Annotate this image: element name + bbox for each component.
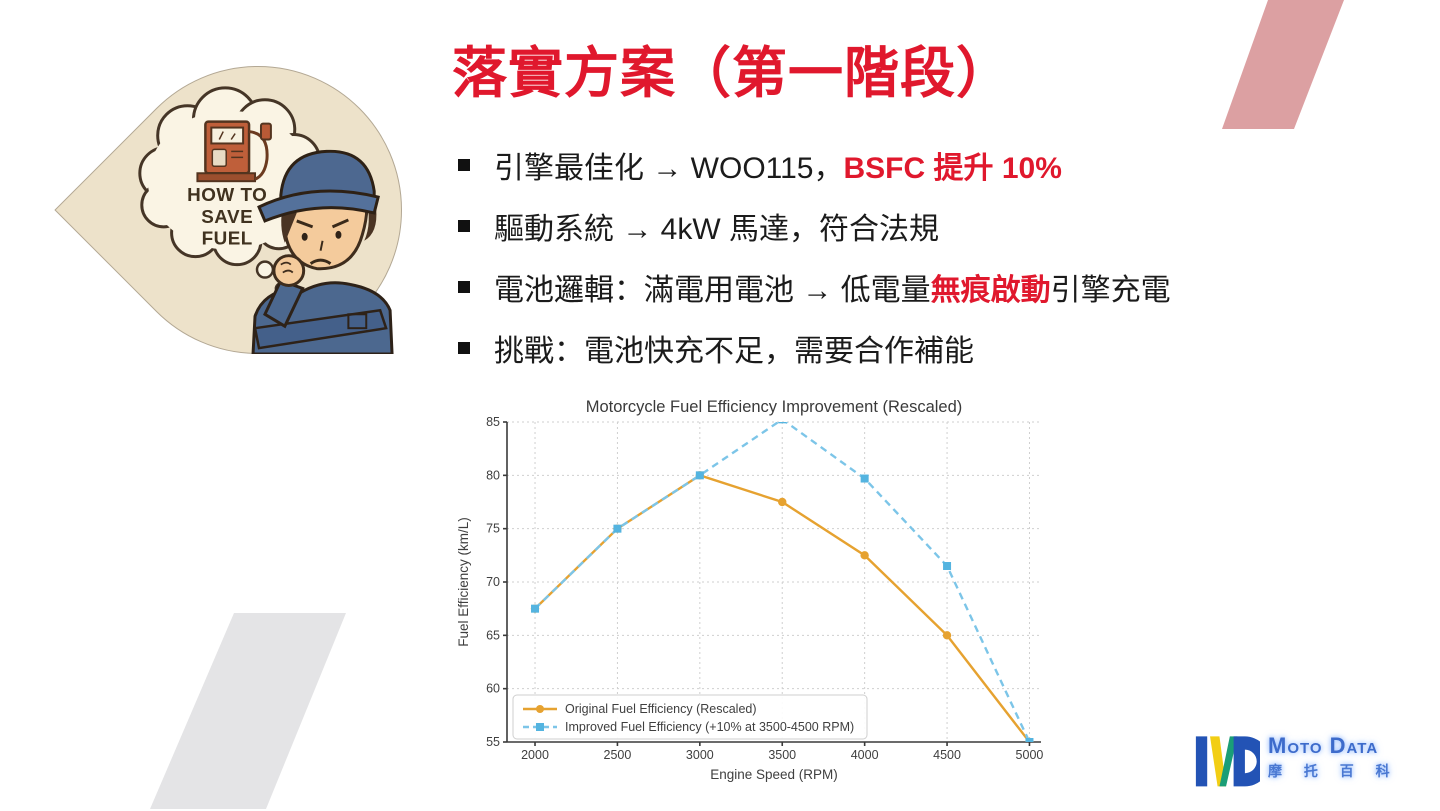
brand-logo: Moto Data 摩 托 百 科 [1194, 731, 1399, 789]
series-marker [613, 524, 622, 533]
slide-title: 落實方案（第一階段） [452, 42, 1013, 104]
bullet-text: 電池邏輯：滿電用電池 → 低電量無痕啟動引擎充電 [494, 274, 1171, 307]
bullet-text: 引擎最佳化 → WOO115，BSFC 提升 10% [494, 152, 1062, 185]
x-tick-label: 3000 [686, 748, 714, 762]
bullet-square-icon [458, 159, 470, 171]
series-marker [695, 471, 704, 480]
mechanic-art: HOW TO SAVE FUEL [138, 86, 394, 354]
x-tick-label: 4500 [933, 748, 961, 762]
bullet-item: 引擎最佳化 → WOO115，BSFC 提升 10% [452, 143, 1212, 187]
bullet-list: 引擎最佳化 → WOO115，BSFC 提升 10% 驅動系統 → 4kW 馬達，… [452, 143, 1212, 387]
x-tick-label: 2000 [521, 748, 549, 762]
bullet-text: 挑戰：電池快充不足，需要合作補能 [494, 335, 974, 368]
brand-name: Moto Data [1268, 733, 1379, 758]
y-tick-label: 65 [486, 628, 500, 642]
series-marker [531, 604, 540, 613]
thought-text-line2: SAVE [201, 206, 253, 227]
bullet-square-icon [458, 281, 470, 293]
deco-parallelogram-bottom-left [150, 613, 346, 809]
fuel-pump-icon [196, 120, 272, 183]
x-tick-label: 4000 [851, 748, 879, 762]
bullet-item: 電池邏輯：滿電用電池 → 低電量無痕啟動引擎充電 [452, 265, 1212, 309]
y-tick-label: 80 [486, 468, 500, 482]
y-tick-label: 70 [486, 575, 500, 589]
series-marker [860, 551, 869, 560]
thought-text-line3: FUEL [202, 228, 253, 249]
bullet-item: 挑戰：電池快充不足，需要合作補能 [452, 326, 1212, 370]
bullet-square-icon [458, 220, 470, 232]
series-marker [778, 422, 787, 424]
brand-subtitle: 摩 托 百 科 [1268, 763, 1399, 779]
legend-label: Original Fuel Efficiency (Rescaled) [565, 702, 757, 716]
legend-label: Improved Fuel Efficiency (+10% at 3500-4… [565, 720, 854, 734]
bullet-square-icon [458, 342, 470, 354]
chart-ylabel: Fuel Efficiency (km/L) [456, 517, 471, 647]
x-tick-label: 5000 [1016, 748, 1044, 762]
x-tick-label: 2500 [604, 748, 632, 762]
bullet-text: 驅動系統 → 4kW 馬達，符合法規 [494, 213, 940, 246]
series-marker [1025, 738, 1034, 742]
bullet-item: 驅動系統 → 4kW 馬達，符合法規 [452, 204, 1212, 248]
y-tick-label: 75 [486, 522, 500, 536]
y-tick-label: 85 [486, 415, 500, 429]
thought-text-line1: HOW TO [187, 184, 267, 205]
chart-xlabel: Engine Speed (RPM) [710, 767, 838, 782]
mechanic-person [251, 149, 394, 354]
series-marker [942, 631, 952, 640]
deco-parallelogram-top-right [1222, 0, 1344, 129]
fuel-efficiency-chart: 55 60 65 70 75 80 85 2000 2500 3000 3500 4000 4500 50… [456, 398, 1044, 782]
y-tick-label: 60 [486, 682, 500, 696]
chart-legend [512, 694, 868, 740]
x-tick-label: 3500 [768, 748, 796, 762]
chart-title: Motorcycle Fuel Efficiency Improvement (… [586, 398, 963, 416]
series-marker [860, 474, 869, 483]
series-marker [778, 497, 787, 507]
md-monogram-icon [1195, 736, 1260, 787]
y-tick-label: 55 [486, 735, 500, 749]
thought-trail-bubble [255, 260, 275, 279]
series-marker [943, 562, 952, 570]
thinking-mechanic-illustration: HOW TO SAVE FUEL [54, 6, 462, 414]
